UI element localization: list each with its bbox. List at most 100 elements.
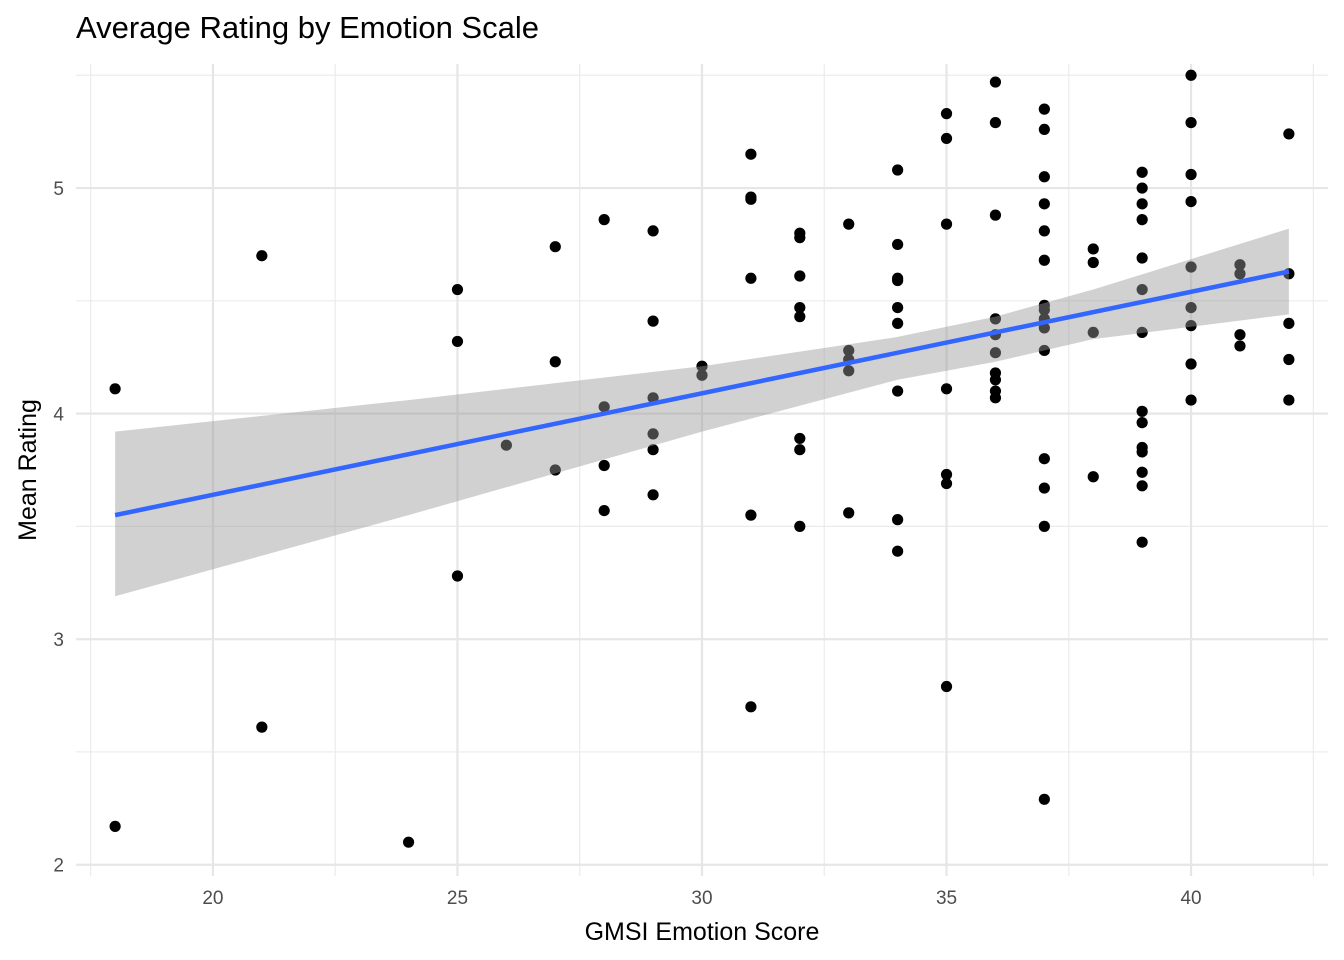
data-point: [989, 313, 1002, 325]
regression-line: [114, 269, 1290, 518]
y-tick-label: 2: [53, 856, 64, 877]
data-point: [402, 836, 415, 848]
data-point: [598, 214, 610, 226]
data-point: [1283, 317, 1295, 329]
data-point: [451, 335, 464, 348]
x-tick-label: 20: [202, 888, 223, 909]
data-point: [696, 360, 708, 372]
data-point: [451, 570, 464, 582]
data-point: [1234, 329, 1246, 341]
data-point: [892, 274, 904, 287]
data-point: [647, 489, 659, 501]
data-point: [794, 520, 806, 532]
y-tick-label: 5: [53, 179, 64, 200]
data-point: [647, 315, 659, 327]
data-point: [1234, 259, 1246, 271]
data-point: [989, 392, 1002, 404]
data-point: [1136, 417, 1148, 429]
data-point: [1185, 69, 1197, 81]
data-point: [1087, 256, 1099, 269]
data-point: [1234, 268, 1246, 280]
data-points: [109, 69, 1295, 848]
data-point: [1038, 793, 1050, 805]
data-point: [1038, 103, 1050, 115]
data-point: [1234, 340, 1246, 352]
data-point: [892, 317, 904, 329]
y-tick-label: 4: [53, 405, 64, 426]
grid: [76, 64, 1328, 876]
data-point: [892, 302, 904, 314]
data-point: [1038, 171, 1050, 183]
data-point: [1038, 123, 1050, 136]
data-point: [1136, 198, 1148, 210]
data-point: [892, 545, 904, 557]
data-point: [256, 721, 268, 733]
data-point: [1283, 353, 1295, 366]
data-point: [256, 250, 268, 262]
data-point: [598, 505, 610, 517]
data-point: [1185, 358, 1197, 370]
data-point: [1136, 536, 1148, 548]
data-point: [1038, 482, 1050, 494]
data-point: [1185, 394, 1197, 406]
data-point: [940, 108, 953, 120]
data-point: [549, 464, 561, 476]
data-point: [794, 432, 806, 445]
data-point: [940, 468, 953, 481]
data-point: [745, 148, 757, 160]
data-point: [1136, 252, 1148, 264]
data-point: [745, 509, 757, 521]
data-point: [1136, 466, 1148, 478]
data-point: [940, 680, 953, 693]
data-point: [794, 444, 806, 456]
data-point: [549, 241, 561, 253]
tick-labels: 20 25 30 35 40 2 3 4 5: [53, 179, 1201, 909]
confidence-band: [115, 228, 1289, 597]
data-point: [1185, 117, 1197, 129]
data-point: [1136, 405, 1148, 417]
data-point: [745, 193, 757, 205]
data-point: [109, 820, 121, 832]
data-point: [1185, 261, 1197, 273]
data-point: [892, 164, 904, 176]
data-point: [1283, 394, 1295, 406]
data-point: [892, 238, 904, 251]
data-point: [794, 311, 806, 323]
data-point: [989, 347, 1002, 359]
data-point: [940, 383, 953, 395]
data-point: [1185, 195, 1197, 208]
y-axis-title: Mean Rating: [14, 399, 42, 541]
data-point: [696, 369, 708, 381]
data-point: [745, 701, 757, 713]
confidence-band-area: [115, 228, 1289, 597]
data-point: [794, 232, 806, 244]
data-point: [1038, 344, 1050, 357]
data-point: [843, 507, 855, 519]
data-point: [598, 459, 610, 472]
data-point: [843, 218, 855, 230]
data-point: [892, 514, 904, 526]
data-point: [989, 76, 1002, 88]
x-axis-title: GMSI Emotion Score: [585, 918, 820, 946]
chart-title: Average Rating by Emotion Scale: [76, 10, 539, 45]
data-point: [940, 477, 953, 490]
data-point: [989, 117, 1002, 129]
data-point: [1136, 446, 1148, 458]
data-point: [1038, 225, 1050, 237]
data-point: [745, 272, 757, 284]
data-point: [1185, 168, 1197, 181]
data-point: [940, 218, 953, 230]
data-point: [892, 385, 904, 397]
data-point: [1038, 198, 1050, 210]
data-point: [1283, 128, 1295, 140]
data-point: [598, 401, 610, 413]
x-tick-label: 40: [1180, 888, 1201, 909]
data-point: [989, 374, 1002, 386]
fit-line: [114, 269, 1290, 518]
data-point: [647, 225, 659, 237]
data-point: [1038, 304, 1050, 316]
x-tick-label: 30: [691, 888, 712, 909]
y-tick-label: 3: [53, 630, 64, 651]
data-point: [1038, 453, 1050, 465]
